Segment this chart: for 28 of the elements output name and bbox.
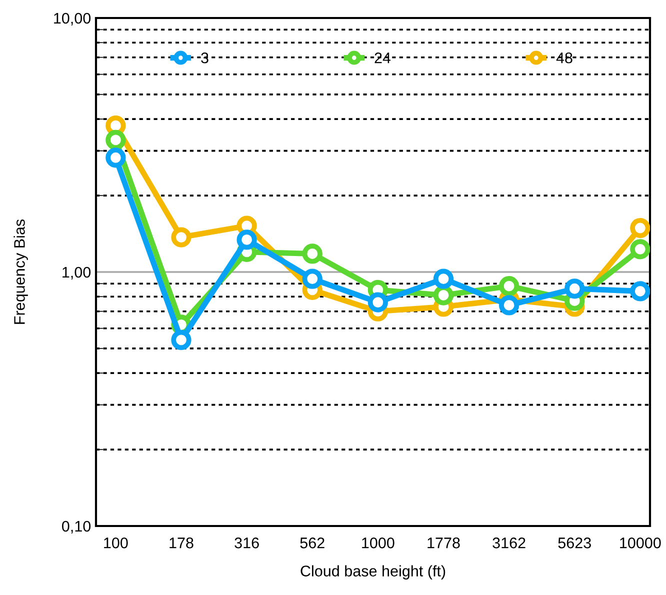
x-tick-label: 1000 <box>362 538 394 548</box>
point <box>106 148 126 168</box>
point <box>630 239 650 260</box>
point <box>630 218 650 238</box>
point <box>302 244 322 264</box>
point <box>106 130 126 150</box>
point <box>368 292 388 312</box>
x-axis-title: Cloud base height (ft) <box>300 565 446 580</box>
x-tick-label: 316 <box>234 538 259 548</box>
point <box>564 278 585 299</box>
y-tick-label: 0,10 <box>62 520 91 534</box>
x-tick-label: 3162 <box>492 538 526 548</box>
x-tick-label: 5623 <box>558 538 591 548</box>
y-axis-title: Frequency Bias <box>14 219 28 324</box>
x-tick-label: 178 <box>170 538 194 548</box>
y-tick-label: 1,00 <box>62 266 91 280</box>
point <box>171 227 192 248</box>
point <box>630 281 650 302</box>
point <box>236 230 257 250</box>
x-tick-label: 100 <box>104 538 128 548</box>
point <box>433 268 454 289</box>
x-tick-label: 10000 <box>620 538 661 548</box>
y-tick-label: 10,00 <box>54 12 91 26</box>
point <box>433 285 454 306</box>
x-tick-label: 1778 <box>428 538 460 548</box>
point <box>302 268 322 289</box>
point <box>171 330 192 350</box>
x-tick-label: 562 <box>300 538 324 548</box>
